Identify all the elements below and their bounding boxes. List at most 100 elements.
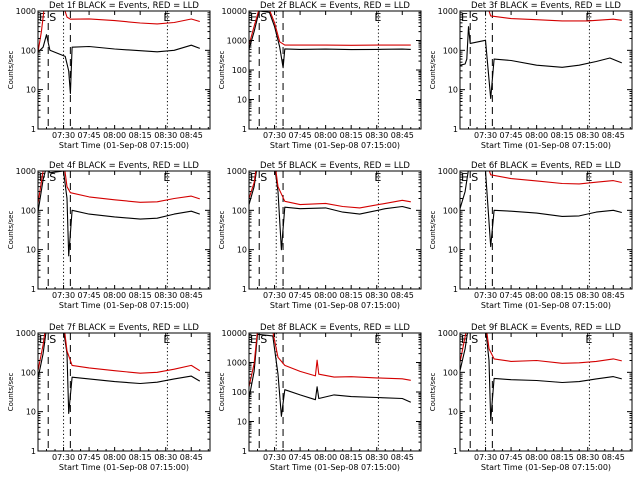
series-line-events (460, 171, 622, 248)
x-tick-label: 07:45 (289, 291, 312, 300)
y-tick-label: 1 (453, 285, 458, 294)
panel-6: Det 6f BLACK = Events, RED = LLD Start Ti… (429, 161, 633, 310)
x-axis-label: Start Time (01-Sep-08 07:15:00) (59, 141, 189, 150)
y-tick-label: 1000 (227, 359, 247, 368)
panel-title: Det 5f BLACK = Events, RED = LLD (260, 161, 410, 171)
x-tick-label: 07:30 (263, 291, 286, 300)
x-tick-label: 08:00 (103, 131, 126, 140)
y-tick-label: 1000 (438, 167, 458, 176)
plot-frame (459, 170, 633, 290)
y-tick-label: 100 (232, 206, 247, 215)
y-tick-label: 1 (31, 285, 36, 294)
marker-label: S (260, 171, 267, 184)
y-tick-label: 1 (453, 447, 458, 456)
series-group (460, 11, 623, 99)
x-tick-label: 08:00 (314, 291, 337, 300)
x-tick-label: 08:30 (154, 453, 177, 462)
y-axis-label: Counts/sec (218, 373, 226, 412)
series-line-events (38, 333, 201, 415)
marker-label: E (585, 171, 592, 184)
series-group (38, 11, 200, 95)
y-tick-label: 10 (237, 246, 247, 255)
series-group (249, 333, 412, 417)
x-tick-label: 08:15 (340, 131, 363, 140)
series-line-lld (488, 11, 622, 22)
panel-title: Det 3f BLACK = Events, RED = LLD (471, 1, 621, 11)
y-tick-label: 10 (448, 246, 458, 255)
y-tick-label: 1 (31, 447, 36, 456)
x-tick-label: 08:15 (129, 131, 152, 140)
y-axis-label: Counts/sec (429, 51, 437, 90)
y-tick-label: 1 (242, 447, 247, 456)
series-line-lld (38, 11, 200, 53)
y-tick-label: 1000 (16, 7, 36, 16)
series-line-events (249, 171, 411, 251)
y-tick-label: 1000 (227, 37, 247, 46)
y-tick-label: 10 (26, 246, 36, 255)
panel-3: Det 3f BLACK = Events, RED = LLD Start Ti… (429, 1, 633, 150)
panel-title: Det 4f BLACK = Events, RED = LLD (49, 161, 199, 171)
x-tick-label: 08:00 (103, 291, 126, 300)
marker-label: S (471, 171, 478, 184)
marker-label: S (260, 333, 267, 346)
y-tick-label: 10 (26, 408, 36, 417)
plot-frame (37, 10, 211, 130)
plot-frame (248, 170, 422, 290)
y-tick-label: 1000 (16, 167, 36, 176)
y-tick-label: 100 (21, 368, 36, 377)
marker-label: E (39, 11, 46, 24)
x-tick-label: 08:45 (180, 453, 203, 462)
panel-title: Det 9f BLACK = Events, RED = LLD (471, 323, 621, 333)
x-tick-label: 08:15 (551, 291, 574, 300)
plot-frame (37, 170, 211, 290)
series-group (460, 333, 622, 421)
y-tick-label: 1 (453, 125, 458, 134)
x-axis-label: Start Time (01-Sep-08 07:15:00) (270, 301, 400, 310)
panel-7: Det 7f BLACK = Events, RED = LLD Start Ti… (7, 323, 211, 472)
series-line-events (460, 333, 622, 421)
x-tick-label: 08:30 (365, 453, 388, 462)
marker-label: S (49, 171, 56, 184)
plot-frame (459, 332, 633, 452)
x-tick-label: 08:45 (391, 131, 414, 140)
series-line-events (38, 171, 200, 257)
y-axis-label: Counts/sec (7, 373, 15, 412)
x-tick-label: 08:45 (602, 453, 625, 462)
panel-title: Det 1f BLACK = Events, RED = LLD (49, 1, 199, 11)
marker-label: E (163, 333, 170, 346)
x-tick-label: 08:15 (551, 131, 574, 140)
y-tick-label: 10 (237, 96, 247, 105)
marker-label: S (471, 11, 478, 24)
panel-2: Det 2f BLACK = Events, RED = LLD Start Ti… (218, 1, 422, 150)
panel-8: Det 8f BLACK = Events, RED = LLD Start Ti… (218, 323, 422, 472)
series-group (38, 333, 201, 415)
x-tick-label: 07:30 (52, 453, 75, 462)
series-group (460, 171, 622, 248)
y-tick-label: 1 (31, 125, 36, 134)
x-tick-label: 08:15 (340, 453, 363, 462)
x-tick-label: 07:45 (78, 453, 101, 462)
marker-label: E (163, 171, 170, 184)
x-tick-label: 08:45 (602, 131, 625, 140)
x-tick-label: 08:30 (154, 131, 177, 140)
y-tick-label: 100 (232, 388, 247, 397)
x-tick-label: 08:00 (525, 453, 548, 462)
series-line-lld (488, 171, 622, 185)
y-tick-label: 10 (237, 418, 247, 427)
x-axis-label: Start Time (01-Sep-08 07:15:00) (59, 463, 189, 472)
plot-frame (37, 332, 211, 452)
marker-label: E (585, 11, 592, 24)
x-tick-label: 08:45 (180, 291, 203, 300)
series-line-lld (38, 171, 200, 204)
y-tick-label: 1 (242, 125, 247, 134)
y-tick-label: 100 (21, 206, 36, 215)
panel-9: Det 9f BLACK = Events, RED = LLD Start Ti… (429, 323, 633, 472)
series-line-lld (249, 171, 411, 209)
y-tick-label: 1000 (438, 329, 458, 338)
y-tick-label: 10 (448, 86, 458, 95)
series-line-events (38, 34, 200, 95)
x-tick-label: 08:15 (129, 291, 152, 300)
marker-label: E (374, 11, 381, 24)
marker-label: E (163, 11, 170, 24)
series-line-lld (249, 11, 411, 46)
